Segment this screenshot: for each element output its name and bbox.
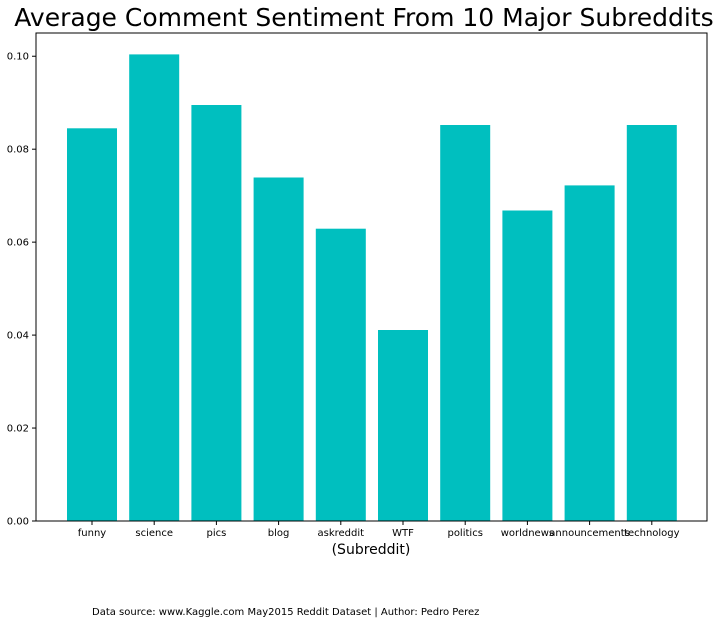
y-tick-label: 0.04 (7, 331, 29, 342)
y-tick-label: 0.00 (7, 517, 29, 528)
x-tick-label: pics (206, 528, 226, 539)
bar-technology (626, 125, 677, 521)
x-axis-label: (Subreddit) (332, 542, 411, 558)
x-tick-label: politics (447, 528, 482, 539)
y-tick-label: 0.10 (7, 52, 29, 63)
x-axis: funny science pics blog askreddit WTF politics… (78, 521, 680, 539)
x-tick-label: blog (268, 528, 290, 539)
bar-worldnews (502, 210, 553, 521)
x-tick-label: science (135, 528, 173, 539)
bar-blog (253, 177, 304, 521)
y-tick-label: 0.08 (7, 145, 29, 156)
x-tick-label: announcements (549, 528, 630, 539)
x-tick-label: technology (624, 528, 680, 539)
y-axis: 0.00 0.02 0.04 0.06 0.08 0.10 (7, 52, 36, 528)
bar-science (129, 54, 180, 522)
data-source-footer: Data source: www.Kaggle.com May2015 Redd… (92, 607, 479, 618)
y-tick-label: 0.06 (7, 238, 29, 249)
x-tick-label: askreddit (318, 528, 365, 539)
chart-title: Average Comment Sentiment From 10 Major … (14, 3, 713, 32)
plot-frame (35, 32, 708, 522)
bar-pics (191, 105, 242, 521)
y-tick-label: 0.02 (7, 424, 29, 435)
x-tick-label: funny (78, 528, 107, 539)
bar-funny (67, 128, 117, 522)
bars-group (67, 54, 677, 522)
bar-announcements (564, 185, 615, 521)
bar-wtf (378, 330, 428, 521)
x-tick-label: worldnews (501, 528, 554, 539)
bar-askreddit (315, 228, 366, 521)
x-tick-label: WTF (392, 528, 414, 539)
bar-politics (440, 125, 491, 521)
